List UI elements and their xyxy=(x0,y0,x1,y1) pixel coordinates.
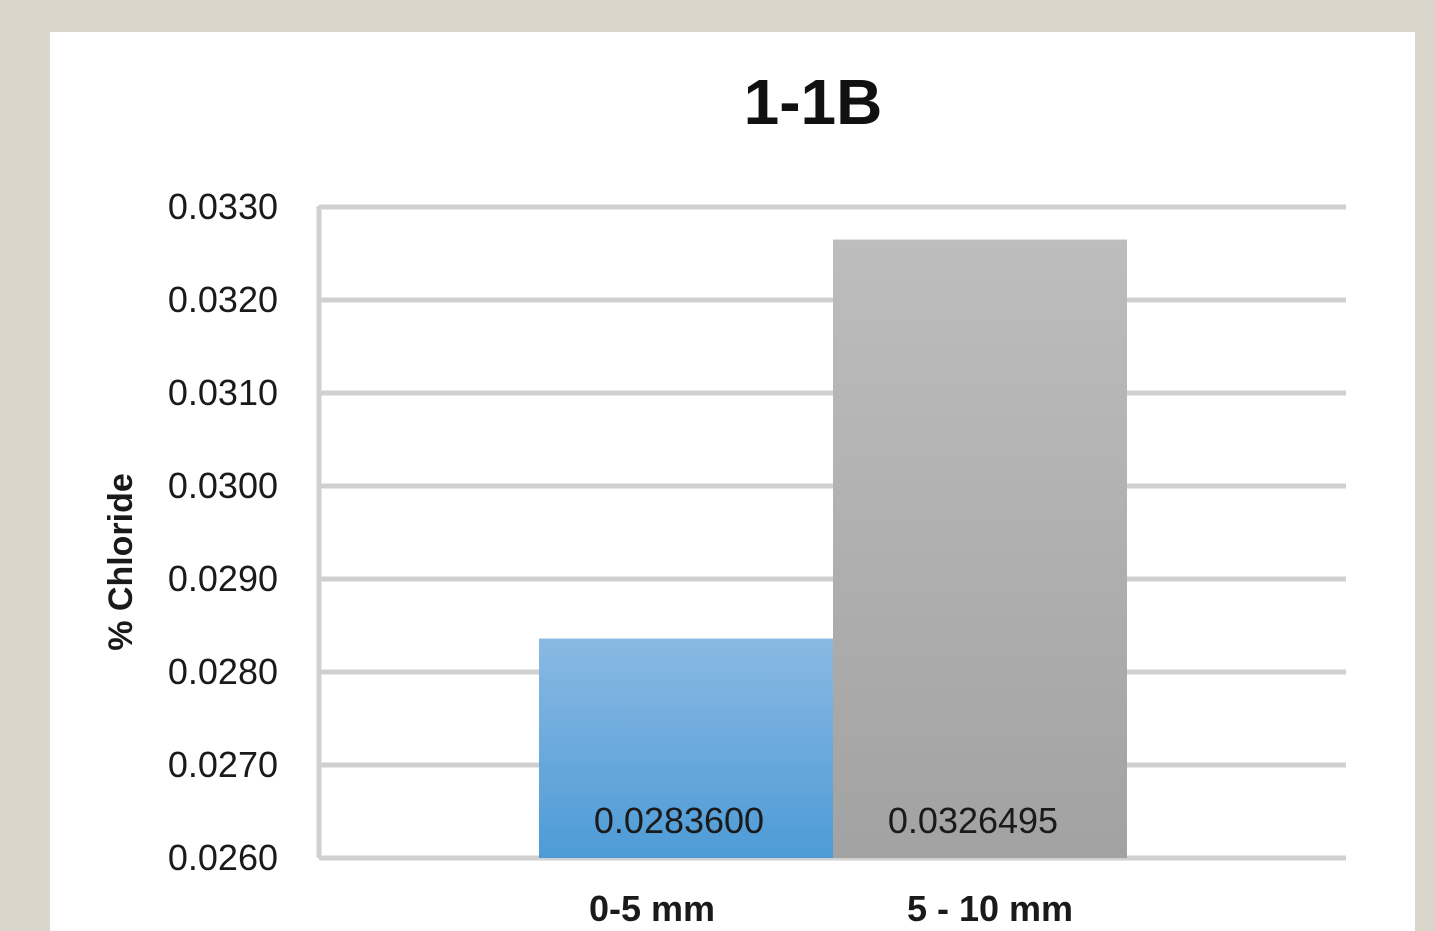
x-axis-ticks: 0-5 mm 5 - 10 mm xyxy=(589,888,1073,929)
y-tick-label: 0.0290 xyxy=(168,558,278,599)
bar-5-10-mm xyxy=(833,239,1127,858)
y-tick-label: 0.0330 xyxy=(168,186,278,227)
chart-title: 1-1B xyxy=(744,66,883,138)
y-tick-label: 0.0300 xyxy=(168,465,278,506)
bar-data-label: 0.0326495 xyxy=(888,800,1058,841)
y-axis-label: % Chloride xyxy=(102,473,140,651)
chart-panel: 1-1B % Chloride 0.0260 0.0270 0.0280 0.0290… xyxy=(50,32,1415,931)
bar-0-5-mm xyxy=(539,638,833,858)
y-tick-label: 0.0320 xyxy=(168,279,278,320)
bar-chart: 1-1B % Chloride 0.0260 0.0270 0.0280 0.0290… xyxy=(102,66,1346,929)
y-tick-label: 0.0270 xyxy=(168,744,278,785)
bars xyxy=(539,239,1127,858)
bar-data-label: 0.0283600 xyxy=(594,800,764,841)
y-tick-label: 0.0310 xyxy=(168,372,278,413)
x-tick-label: 0-5 mm xyxy=(589,888,715,929)
y-tick-label: 0.0280 xyxy=(168,651,278,692)
data-labels: 0.0283600 0.0326495 xyxy=(594,800,1058,841)
y-tick-label: 0.0260 xyxy=(168,837,278,878)
y-axis-ticks: 0.0260 0.0270 0.0280 0.0290 0.0300 0.0310 0.03… xyxy=(168,186,278,878)
x-tick-label: 5 - 10 mm xyxy=(907,888,1073,929)
